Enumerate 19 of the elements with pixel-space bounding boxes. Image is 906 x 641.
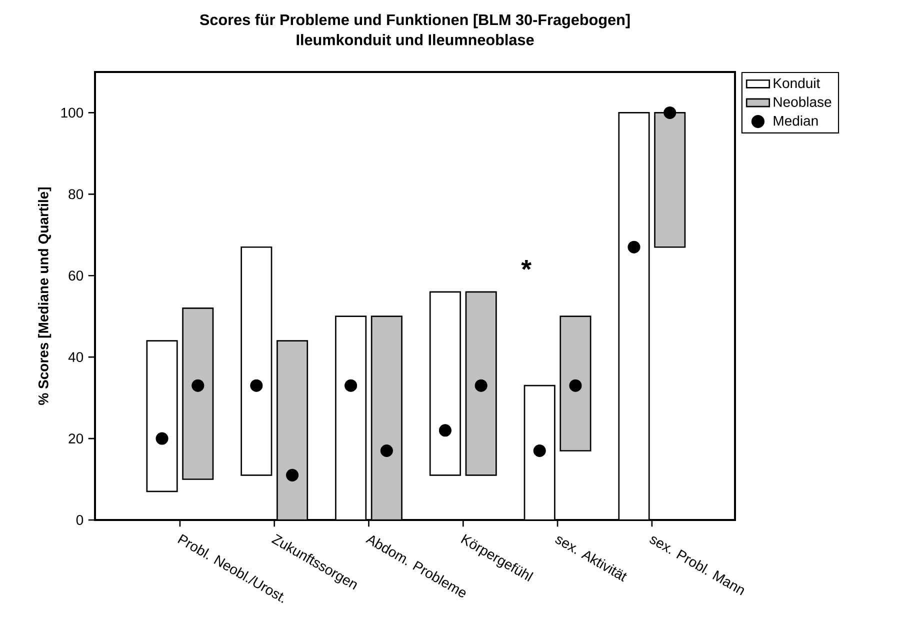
bar [465, 291, 497, 476]
y-tick-label: 0 [76, 515, 84, 525]
y-tick-label: 80 [68, 189, 84, 200]
legend-label: Neoblase [774, 96, 832, 107]
chart-subtitle: Ileumkonduit und Ileumneoblase [296, 34, 534, 46]
y-tick-label: 100 [61, 108, 84, 118]
y-tick-label: 40 [68, 352, 84, 362]
y-tick-label: 60 [68, 270, 84, 281]
y-axis-title: % Scores [Mediane und Quartile] [38, 187, 52, 405]
legend-label: Konduit [774, 78, 820, 88]
bar [146, 340, 178, 492]
bar [429, 291, 461, 476]
legend-label: Median [774, 115, 818, 126]
y-tick-label: 20 [68, 434, 84, 444]
bar [182, 308, 214, 480]
bar [560, 316, 592, 452]
annotation: * [521, 260, 532, 270]
chart-title: Scores für Probleme und Funktionen [BLM 30-Fragebogen] [200, 14, 630, 28]
bar [240, 246, 272, 476]
